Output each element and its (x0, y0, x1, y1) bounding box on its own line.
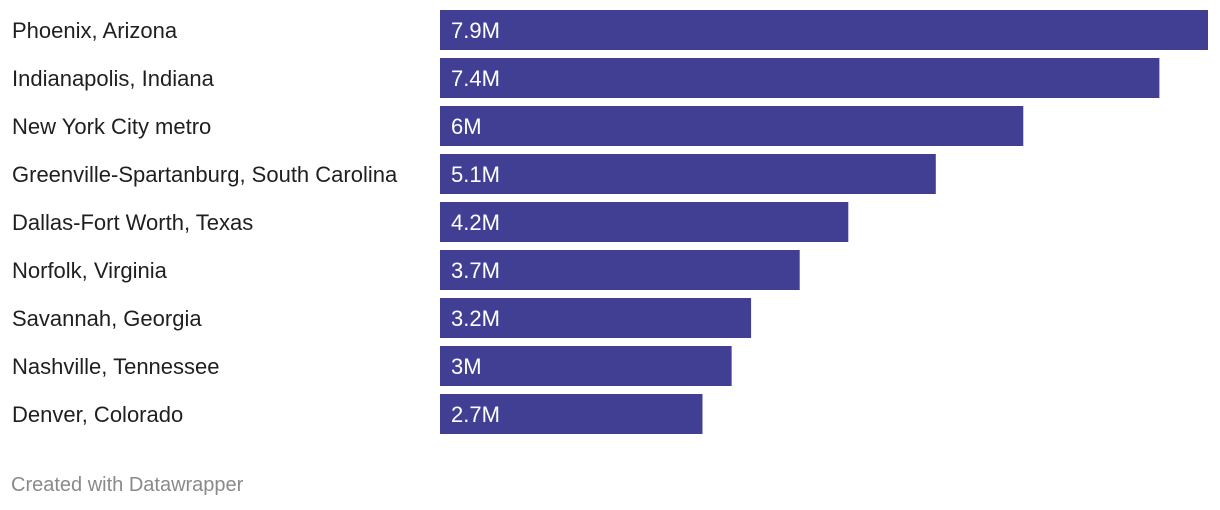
bar (440, 394, 703, 434)
category-label: Indianapolis, Indiana (12, 66, 215, 91)
bar (440, 250, 800, 290)
category-label: Greenville-Spartanburg, South Carolina (12, 162, 398, 187)
bar (440, 106, 1024, 146)
value-label: 5.1M (451, 162, 500, 187)
value-label: 7.4M (451, 66, 500, 91)
value-label: 3.7M (451, 258, 500, 283)
category-label: New York City metro (12, 114, 211, 139)
bar (440, 346, 732, 386)
bar (440, 58, 1160, 98)
category-label: Nashville, Tennessee (12, 354, 220, 379)
value-label: 4.2M (451, 210, 500, 235)
value-label: 3.2M (451, 306, 500, 331)
value-label: 2.7M (451, 402, 500, 427)
category-label: Dallas-Fort Worth, Texas (12, 210, 253, 235)
category-label: Phoenix, Arizona (12, 18, 178, 43)
category-label: Savannah, Georgia (12, 306, 202, 331)
category-label: Denver, Colorado (12, 402, 183, 427)
bar (440, 154, 936, 194)
footer-credit: Created with Datawrapper (11, 474, 244, 496)
bar (440, 298, 752, 338)
bar-chart: Phoenix, Arizona 7.9M Indianapolis, Indian… (12, 10, 1208, 434)
value-label: 7.9M (451, 18, 500, 43)
value-label: 6M (451, 114, 482, 139)
category-label: Norfolk, Virginia (12, 258, 168, 283)
bar (440, 202, 849, 242)
bar (440, 10, 1208, 50)
value-label: 3M (451, 354, 482, 379)
